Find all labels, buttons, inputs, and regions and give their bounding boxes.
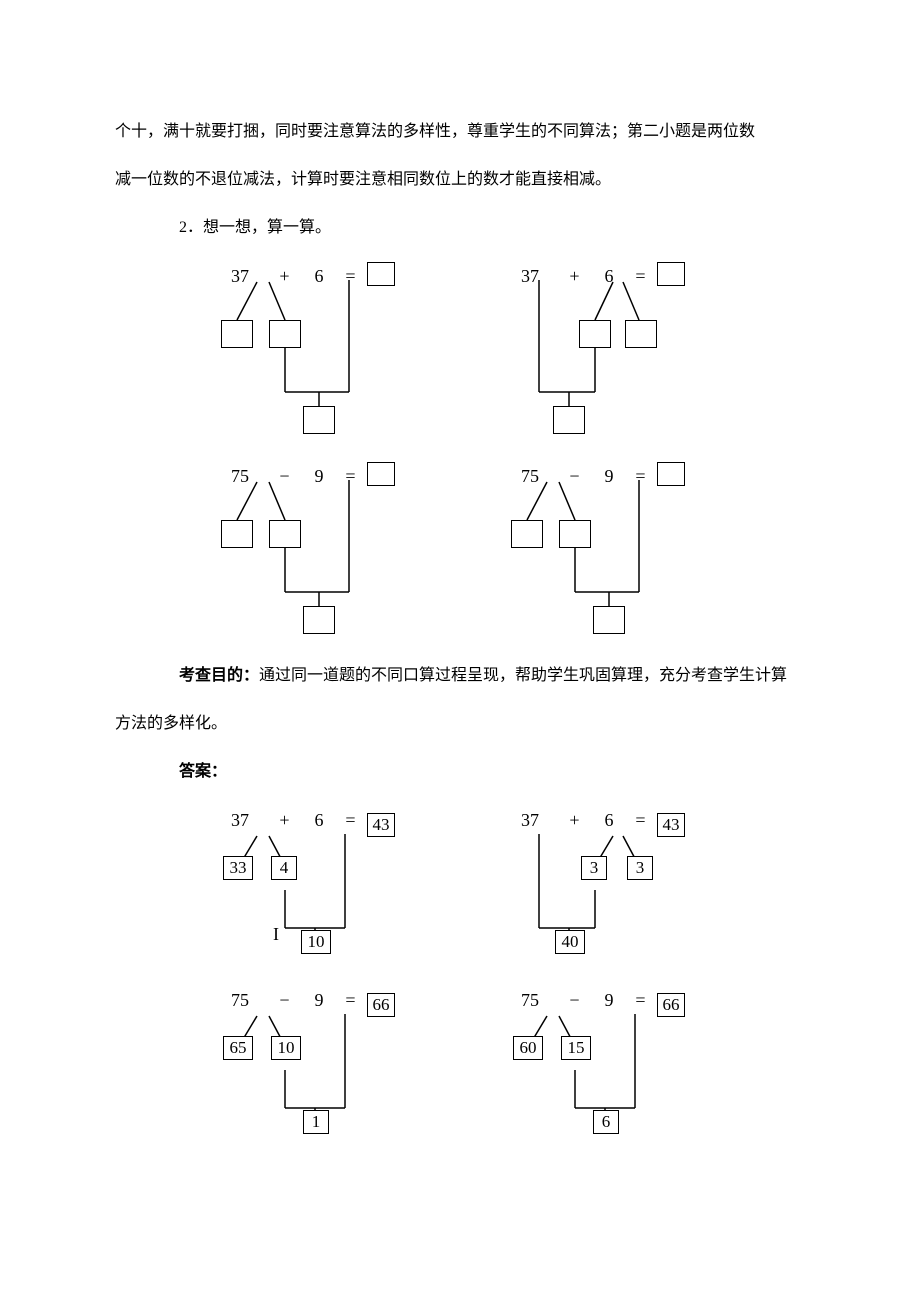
operand-a: 37 — [215, 258, 265, 294]
answer-row-1: 37 + 6 = 43 33 4 10 I 37 + — [115, 798, 805, 968]
operator: + — [270, 258, 300, 294]
answer-37plus6-a: 37 + 6 = 43 33 4 10 I — [215, 798, 415, 968]
bottom-box — [303, 406, 335, 434]
split-left-box: 60 — [513, 1036, 543, 1060]
split-left-box — [579, 320, 611, 348]
equals: = — [629, 982, 653, 1018]
split-left-box — [511, 520, 543, 548]
operand-b: 9 — [304, 458, 334, 494]
expression: 75 − 9 = 66 — [215, 982, 415, 1018]
split-right-box: 10 — [271, 1036, 301, 1060]
result-box: 66 — [657, 993, 685, 1017]
text-cursor-icon: I — [273, 916, 279, 952]
purpose-line-2: 方法的多样化。 — [115, 708, 805, 740]
equals: = — [629, 258, 653, 294]
split-right-box: 4 — [271, 856, 297, 880]
figure-row-2: 75 − 9 = 75 − 9 — [115, 454, 805, 644]
answer-75minus9-b: 75 − 9 = 66 60 15 6 — [505, 978, 705, 1148]
split-right-box: 15 — [561, 1036, 591, 1060]
answer-37plus6-b: 37 + 6 = 43 3 3 40 — [505, 798, 705, 968]
split-right-box — [559, 520, 591, 548]
expression: 75 − 9 = 66 — [505, 982, 705, 1018]
operand-a: 75 — [505, 458, 555, 494]
operand-b: 9 — [304, 982, 334, 1018]
operator: − — [560, 458, 590, 494]
equals: = — [339, 802, 363, 838]
expression: 37 + 6 = 43 — [505, 802, 705, 838]
intro-line-1: 个十，满十就要打捆，同时要注意算法的多样性，尊重学生的不同算法；第二小题是两位数 — [115, 116, 805, 148]
operator: + — [560, 802, 590, 838]
expression: 75 − 9 = — [215, 458, 415, 494]
operand-b: 6 — [594, 802, 624, 838]
operator: + — [270, 802, 300, 838]
equals: = — [339, 458, 363, 494]
result-box: 43 — [367, 813, 395, 837]
figure-row-1: 37 + 6 = 37 + 6 — [115, 254, 805, 444]
operand-b: 9 — [594, 458, 624, 494]
operand-a: 37 — [215, 802, 265, 838]
purpose-label: 考查目的： — [179, 667, 259, 684]
bottom-box — [593, 606, 625, 634]
result-box — [657, 462, 685, 486]
equals: = — [339, 982, 363, 1018]
expression: 37 + 6 = — [505, 258, 705, 294]
question-2-title: 2．想一想，算一算。 — [115, 212, 805, 244]
operand-a: 75 — [215, 458, 265, 494]
answer-label-line: 答案： — [115, 756, 805, 788]
split-left-box — [221, 520, 253, 548]
result-box — [657, 262, 685, 286]
equals: = — [629, 802, 653, 838]
expression: 37 + 6 = — [215, 258, 415, 294]
bottom-box: 1 — [303, 1110, 329, 1134]
bottom-box: 40 — [555, 930, 585, 954]
operand-a: 75 — [215, 982, 265, 1018]
bottom-box — [553, 406, 585, 434]
equals: = — [629, 458, 653, 494]
intro-line-2: 减一位数的不退位减法，计算时要注意相同数位上的数才能直接相减。 — [115, 164, 805, 196]
bottom-box — [303, 606, 335, 634]
operand-a: 75 — [505, 982, 555, 1018]
split-left-box — [221, 320, 253, 348]
operator: − — [270, 982, 300, 1018]
split-right-box — [269, 320, 301, 348]
problem-75minus9-a: 75 − 9 = — [215, 454, 415, 644]
split-left-box: 65 — [223, 1036, 253, 1060]
equals: = — [339, 258, 363, 294]
operator: + — [560, 258, 590, 294]
operand-b: 6 — [304, 258, 334, 294]
operator: − — [560, 982, 590, 1018]
result-box: 43 — [657, 813, 685, 837]
split-left-box: 3 — [581, 856, 607, 880]
result-box — [367, 462, 395, 486]
bottom-box: 6 — [593, 1110, 619, 1134]
problem-75minus9-b: 75 − 9 = — [505, 454, 705, 644]
result-box: 66 — [367, 993, 395, 1017]
split-right-box — [625, 320, 657, 348]
expression: 37 + 6 = 43 — [215, 802, 415, 838]
operator: − — [270, 458, 300, 494]
split-right-box — [269, 520, 301, 548]
answer-row-2: 75 − 9 = 66 65 10 1 75 − — [115, 978, 805, 1148]
operand-b: 9 — [594, 982, 624, 1018]
purpose-text-1: 通过同一道题的不同口算过程呈现，帮助学生巩固算理，充分考查学生计算 — [259, 667, 787, 684]
result-box — [367, 262, 395, 286]
answer-label: 答案： — [179, 763, 227, 780]
split-left-box: 33 — [223, 856, 253, 880]
bottom-box: 10 — [301, 930, 331, 954]
page: 个十，满十就要打捆，同时要注意算法的多样性，尊重学生的不同算法；第二小题是两位数… — [0, 0, 920, 1302]
answer-75minus9-a: 75 − 9 = 66 65 10 1 — [215, 978, 415, 1148]
operand-a: 37 — [505, 258, 555, 294]
problem-37plus6-b: 37 + 6 = — [505, 254, 705, 444]
operand-a: 37 — [505, 802, 555, 838]
split-right-box: 3 — [627, 856, 653, 880]
purpose-line-1: 考查目的：通过同一道题的不同口算过程呈现，帮助学生巩固算理，充分考查学生计算 — [115, 660, 805, 692]
operand-b: 6 — [594, 258, 624, 294]
operand-b: 6 — [304, 802, 334, 838]
expression: 75 − 9 = — [505, 458, 705, 494]
problem-37plus6-a: 37 + 6 = — [215, 254, 415, 444]
